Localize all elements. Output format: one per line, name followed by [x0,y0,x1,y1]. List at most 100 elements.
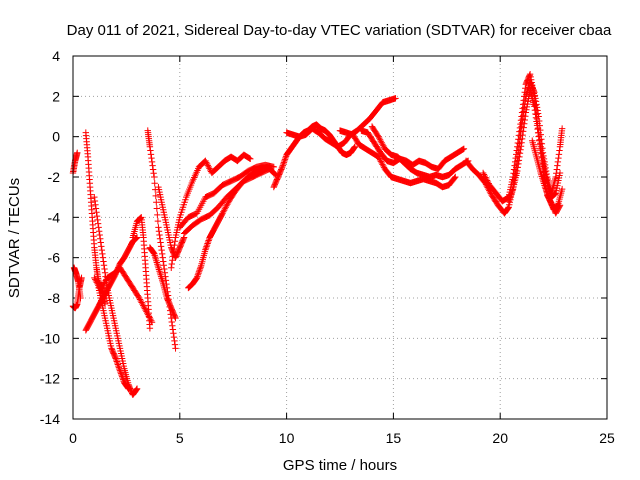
data-point [538,150,546,158]
x-tick-label: 5 [176,430,184,446]
data-point [116,367,124,374]
data-point [94,280,101,288]
data-point [521,93,528,100]
data-point [146,325,154,332]
data-point [194,271,202,279]
data-point [523,106,530,113]
x-tick-label: 15 [386,430,402,446]
data-point [375,133,382,140]
data-point [520,97,527,104]
data-point [180,235,187,242]
data-point [484,178,492,186]
data-point [521,120,528,128]
data-point [74,149,81,156]
data-point [133,385,141,392]
series-arc-21 [368,123,472,181]
data-point [531,103,538,110]
data-point [99,283,106,291]
data-point [168,264,175,271]
data-point [111,354,119,361]
data-point [280,159,288,166]
data-point [376,136,384,143]
data-point [460,145,468,152]
data-point [507,191,515,199]
data-point [508,190,515,197]
data-point [161,265,168,273]
data-point [170,330,177,337]
data-point [195,270,202,277]
data-point [206,165,213,172]
data-point [279,163,286,171]
data-point [377,138,385,145]
data-point [136,296,144,303]
data-point [147,151,155,158]
data-point [98,285,105,292]
y-tick-label: 2 [52,88,60,104]
data-point [222,204,229,211]
data-point [271,170,278,177]
data-point [132,235,139,243]
data-point [91,274,98,282]
data-point [101,269,109,276]
data-point [155,224,162,231]
data-point [526,70,534,78]
data-point [558,185,566,193]
axis-ticks [72,55,608,420]
data-point [538,157,546,165]
data-point [282,154,289,162]
data-point [202,246,209,253]
data-point [99,250,106,258]
data-point [536,141,543,148]
x-tick-label: 10 [279,430,295,446]
data-point [504,205,511,212]
data-point [97,239,104,246]
data-point [205,163,212,171]
data-point [100,262,108,269]
data-point [171,341,179,348]
data-point [526,72,533,79]
data-point [125,385,132,392]
data-point [392,95,399,102]
data-point [93,212,101,220]
data-point [158,250,166,258]
series-arc-14 [176,161,277,231]
data-point [505,204,512,212]
data-point [523,103,531,111]
data-point [351,144,358,151]
data-point [157,243,165,250]
data-point [203,243,210,250]
data-point [172,314,179,322]
data-point [94,220,102,227]
data-point [534,110,542,117]
data-point [112,355,119,362]
data-point [91,276,99,283]
data-point [118,371,125,379]
data-point [527,76,535,83]
data-point [507,193,514,200]
data-point [91,197,99,205]
data-point [533,111,540,118]
data-point [537,149,544,156]
y-tick-label: -14 [40,411,60,427]
data-point [160,258,167,265]
data-point [158,246,165,254]
data-point [459,146,467,153]
data-point [114,361,122,368]
data-point [375,153,382,161]
data-point [514,164,522,171]
data-point [556,147,563,154]
data-point [202,244,210,252]
data-point [555,154,562,162]
data-point [512,154,519,162]
data-point [542,182,549,189]
data-point [377,158,385,165]
data-point [524,100,531,108]
data-point [376,156,384,164]
data-point [133,234,140,242]
data-point [264,163,271,171]
data-point [514,167,521,175]
data-point [459,146,466,153]
data-point [522,113,529,120]
data-point [140,303,148,311]
data-point [148,154,155,162]
